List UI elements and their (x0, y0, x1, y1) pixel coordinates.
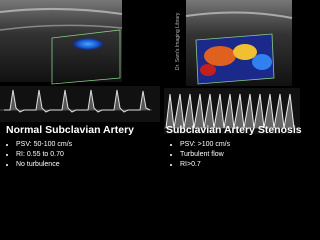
bullet: RI>0.7 (180, 160, 230, 170)
aliasing (252, 54, 272, 70)
color-box (51, 29, 121, 85)
tissue (0, 24, 123, 31)
bullet: PSV: >100 cm/s (180, 140, 230, 150)
aliasing (204, 46, 236, 66)
waveform (165, 93, 295, 129)
waveform (4, 89, 151, 113)
doppler-left (0, 86, 160, 122)
panel-title: Normal Subclavian Artery (6, 124, 134, 136)
bullet-list: PSV: 50-100 cm/s RI: 0.55 to 0.70 No tur… (6, 140, 72, 170)
bullet: No turbulence (16, 160, 72, 170)
tissue (185, 11, 293, 19)
watermark: Dr. Sam's Imaging Library (175, 12, 181, 70)
flow (70, 37, 106, 51)
tissue (0, 7, 123, 15)
aliasing (200, 64, 216, 76)
ultrasound-images (0, 0, 300, 134)
bullet: RI: 0.55 to 0.70 (16, 150, 72, 160)
bullet: Turbulent flow (180, 150, 230, 160)
panel-title: Subclavian Artery Stenosis (166, 124, 302, 136)
slide: Dr. Sam's Imaging Library Normal Subclav… (0, 0, 320, 180)
aliasing (233, 44, 257, 60)
bullet: PSV: 50-100 cm/s (16, 140, 72, 150)
bullet-list: PSV: >100 cm/s Turbulent flow RI>0.7 (170, 140, 230, 170)
